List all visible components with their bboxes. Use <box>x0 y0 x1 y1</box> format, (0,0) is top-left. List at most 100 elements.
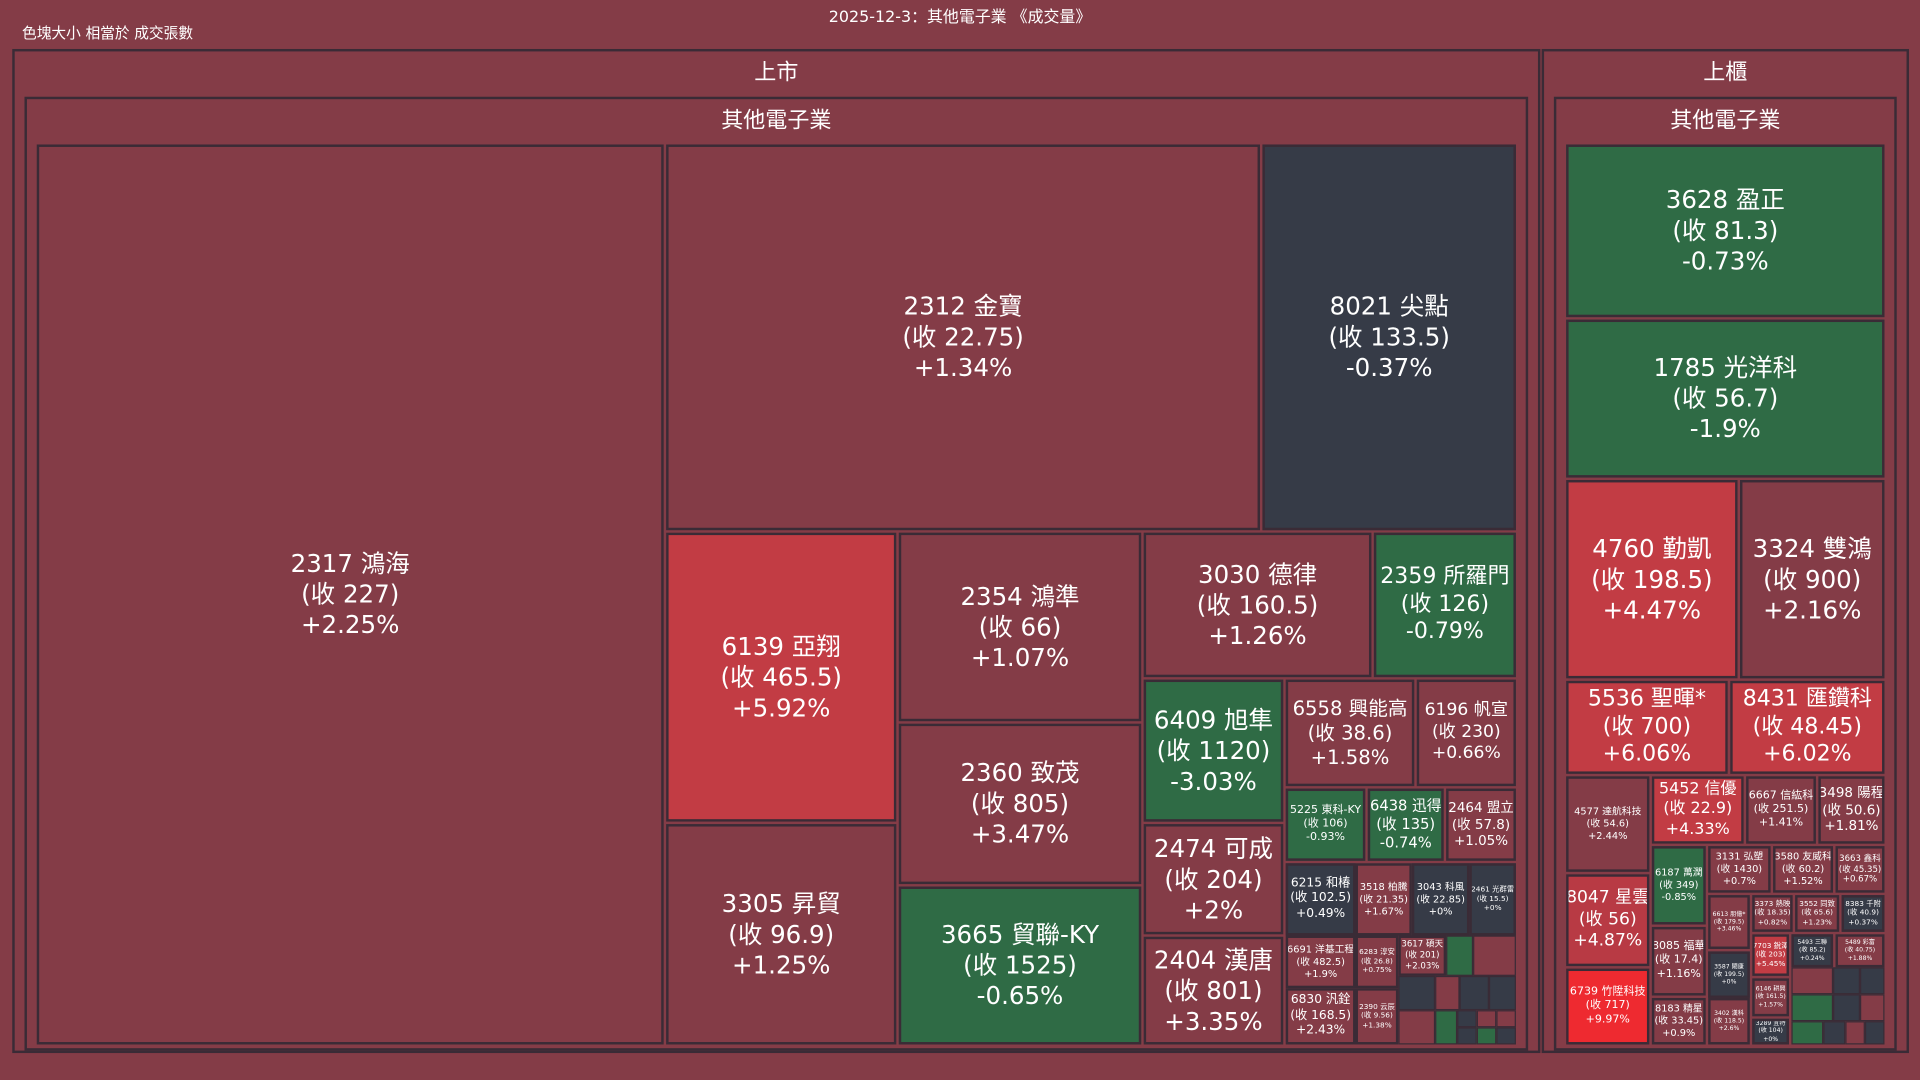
small-stock-tile[interactable] <box>1864 1021 1885 1045</box>
stock-tile[interactable]: 8021 尖點 (收 133.5) -0.37% <box>1262 144 1516 531</box>
stock-tile[interactable]: 5493 三聯 (收 85.2) +0.24% <box>1791 934 1834 968</box>
industry-group-listed: 其他電子業 <box>24 96 1529 1051</box>
stock-change: +0% <box>1763 1035 1779 1043</box>
stock-tile[interactable]: 6739 竹陞科技 (收 717) +9.97% <box>1566 968 1650 1045</box>
small-stock-tile[interactable] <box>1457 1027 1477 1045</box>
stock-title: 4577 達航科技 <box>1574 805 1642 817</box>
stock-close: (收 199.5) <box>1713 970 1745 979</box>
stock-tile[interactable]: 3552 同致 (收 65.6) +1.23% <box>1795 895 1840 932</box>
stock-tile[interactable]: 6613 朋億* (收 179.5) +3.46% <box>1708 895 1750 949</box>
stock-change: +1.05% <box>1453 833 1509 850</box>
small-stock-tile[interactable] <box>1446 935 1474 976</box>
stock-tile[interactable]: 6139 亞翔 (收 465.5) +5.92% <box>666 532 897 822</box>
stock-tile[interactable]: 3518 柏騰 (收 21.35) +1.67% <box>1355 863 1412 936</box>
stock-tile[interactable]: 6691 洋基工程 (收 482.5) +1.9% <box>1285 935 1356 989</box>
small-stock-tile[interactable] <box>1791 1021 1824 1045</box>
stock-close: (收 21.35) <box>1359 893 1408 905</box>
small-stock-tile[interactable] <box>1845 1021 1865 1045</box>
stock-tile[interactable]: 1785 光洋科 (收 56.7) -1.9% <box>1566 319 1885 478</box>
stock-tile[interactable]: 3324 雙鴻 (收 900) +2.16% <box>1740 480 1885 679</box>
stock-tile[interactable]: 6830 汎銓 (收 168.5) +2.43% <box>1285 988 1356 1045</box>
stock-close: (收 85.2) <box>1799 946 1826 955</box>
stock-title: 6187 萬潤 <box>1654 866 1703 878</box>
stock-tile[interactable]: 3628 盈正 (收 81.3) -0.73% <box>1566 144 1885 318</box>
small-stock-tile[interactable] <box>1860 967 1885 995</box>
stock-tile[interactable]: 3402 漢科 (收 118.5) +2.6% <box>1708 997 1750 1045</box>
stock-tile[interactable]: 3663 鑫科 (收 45.35) +0.67% <box>1835 846 1885 893</box>
stock-tile[interactable]: 8383 千附 (收 40.9) +0.37% <box>1841 895 1885 932</box>
small-stock-tile[interactable] <box>1496 1027 1516 1045</box>
small-stock-tile[interactable] <box>1398 975 1436 1011</box>
small-stock-tile[interactable] <box>1476 1027 1497 1045</box>
small-stock-tile[interactable] <box>1435 1010 1458 1045</box>
stock-tile[interactable]: 6667 信紘科 (收 251.5) +1.41% <box>1746 776 1816 844</box>
stock-tile[interactable]: 3498 陽程 (收 50.6) +1.81% <box>1818 776 1885 844</box>
stock-title: 5493 三聯 <box>1797 939 1828 947</box>
stock-tile[interactable]: 2359 所羅門 (收 126) -0.79% <box>1373 532 1516 678</box>
stock-tile[interactable]: 3580 友威科 (收 60.2) +1.52% <box>1773 846 1834 893</box>
small-stock-tile[interactable] <box>1459 975 1489 1011</box>
stock-change: +0.67% <box>1842 874 1878 885</box>
small-stock-tile[interactable] <box>1398 1010 1436 1045</box>
stock-change: +3.47% <box>970 819 1070 849</box>
stock-tile[interactable]: 6438 迅得 (收 135) -0.74% <box>1367 788 1444 861</box>
stock-close: (收 54.6) <box>1586 817 1629 829</box>
stock-tile[interactable]: 6196 帆宣 (收 230) +0.66% <box>1416 679 1516 787</box>
industry-group-otc: 其他電子業 <box>1553 96 1897 1051</box>
small-stock-tile[interactable] <box>1457 1010 1477 1028</box>
small-stock-tile[interactable] <box>1791 994 1834 1022</box>
stock-tile[interactable]: 8183 精星 (收 33.45) +0.9% <box>1651 997 1706 1045</box>
stock-tile[interactable]: 8047 星雲 (收 56) +4.87% <box>1566 874 1650 967</box>
stock-tile[interactable]: 2312 金寶 (收 22.75) +1.34% <box>666 144 1261 531</box>
small-stock-tile[interactable] <box>1823 1021 1846 1045</box>
small-stock-tile[interactable] <box>1473 935 1516 976</box>
stock-tile[interactable]: 6146 耕興 (收 161.5) +1.57% <box>1752 978 1789 1017</box>
stock-close: (收 50.6) <box>1822 801 1881 818</box>
small-stock-tile[interactable] <box>1860 994 1885 1022</box>
stock-close: (收 230) <box>1431 722 1501 742</box>
stock-tile[interactable]: 6215 和椿 (收 102.5) +0.49% <box>1285 863 1356 936</box>
stock-change: +2.43% <box>1296 1023 1346 1038</box>
stock-tile[interactable]: 2360 致茂 (收 805) +3.47% <box>898 723 1142 885</box>
stock-tile[interactable]: 5452 信優 (收 22.9) +4.33% <box>1651 776 1744 844</box>
stock-tile[interactable]: 2390 云辰 (收 9.56) +1.38% <box>1355 988 1399 1045</box>
stock-tile[interactable]: 3289 宜特 (收 104) +0% <box>1752 1018 1789 1045</box>
stock-tile[interactable]: 6409 旭隼 (收 1120) -3.03% <box>1143 679 1284 822</box>
stock-tile[interactable]: 6283 淳安 (收 26.8) +0.75% <box>1355 935 1399 989</box>
stock-tile[interactable]: 5536 聖暉* (收 700) +6.06% <box>1566 680 1728 774</box>
stock-tile[interactable]: 2464 盟立 (收 57.8) +1.05% <box>1446 788 1516 861</box>
stock-tile[interactable]: 8431 匯鑽科 (收 48.45) +6.02% <box>1730 680 1885 774</box>
stock-tile[interactable]: 6558 興能高 (收 38.6) +1.58% <box>1285 679 1415 787</box>
stock-tile[interactable]: 3617 碩天 (收 201) +2.03% <box>1398 935 1447 976</box>
stock-tile[interactable]: 5489 彩富 (收 40.75) +1.88% <box>1835 934 1885 968</box>
stock-tile[interactable]: 8085 福華 (收 17.4) +1.16% <box>1651 926 1706 996</box>
stock-tile[interactable]: 4760 勤凱 (收 198.5) +4.47% <box>1566 480 1738 679</box>
small-stock-tile[interactable] <box>1476 1010 1497 1028</box>
small-stock-tile[interactable] <box>1833 994 1861 1022</box>
small-stock-tile[interactable] <box>1496 1010 1516 1028</box>
stock-tile[interactable]: 3030 德律 (收 160.5) +1.26% <box>1143 532 1372 678</box>
stock-tile[interactable]: 5225 東科-KY (收 106) -0.93% <box>1285 788 1366 861</box>
small-stock-tile[interactable] <box>1833 967 1861 995</box>
stock-tile[interactable]: 2317 鴻海 (收 227) +2.25% <box>36 144 664 1045</box>
small-stock-tile[interactable] <box>1791 967 1834 995</box>
small-stock-tile[interactable] <box>1435 975 1460 1011</box>
stock-tile[interactable]: 3587 閎康 (收 199.5) +0% <box>1708 951 1750 998</box>
stock-title: 8383 千附 <box>1845 899 1881 909</box>
stock-tile[interactable]: 3373 熱映 (收 18.35) +0.82% <box>1752 895 1793 932</box>
stock-close: (收 203) <box>1755 950 1786 960</box>
stock-tile[interactable]: 2404 漢唐 (收 801) +3.35% <box>1143 936 1284 1045</box>
stock-change: +1.23% <box>1802 918 1832 927</box>
small-stock-tile[interactable] <box>1488 975 1516 1011</box>
stock-tile[interactable]: 2461 光群雷 (收 15.5) +0% <box>1469 863 1516 936</box>
stock-tile[interactable]: 3043 科風 (收 22.85) +0% <box>1411 863 1470 936</box>
stock-tile[interactable]: 3131 弘塑 (收 1430) +0.7% <box>1708 846 1771 893</box>
stock-tile[interactable]: 4577 達航科技 (收 54.6) +2.44% <box>1566 776 1650 872</box>
stock-tile[interactable]: 6187 萬潤 (收 349) -0.85% <box>1651 846 1706 925</box>
stock-tile[interactable]: 2474 可成 (收 204) +2% <box>1143 824 1284 935</box>
stock-change: -0.74% <box>1379 833 1432 852</box>
stock-tile[interactable]: 7703 銳澤 (收 203) +5.45% <box>1752 934 1789 976</box>
stock-tile[interactable]: 3665 貿聯-KY (收 1525) -0.65% <box>898 886 1142 1045</box>
stock-tile[interactable]: 2354 鴻準 (收 66) +1.07% <box>898 532 1142 722</box>
stock-tile[interactable]: 3305 昇貿 (收 96.9) +1.25% <box>666 824 897 1045</box>
